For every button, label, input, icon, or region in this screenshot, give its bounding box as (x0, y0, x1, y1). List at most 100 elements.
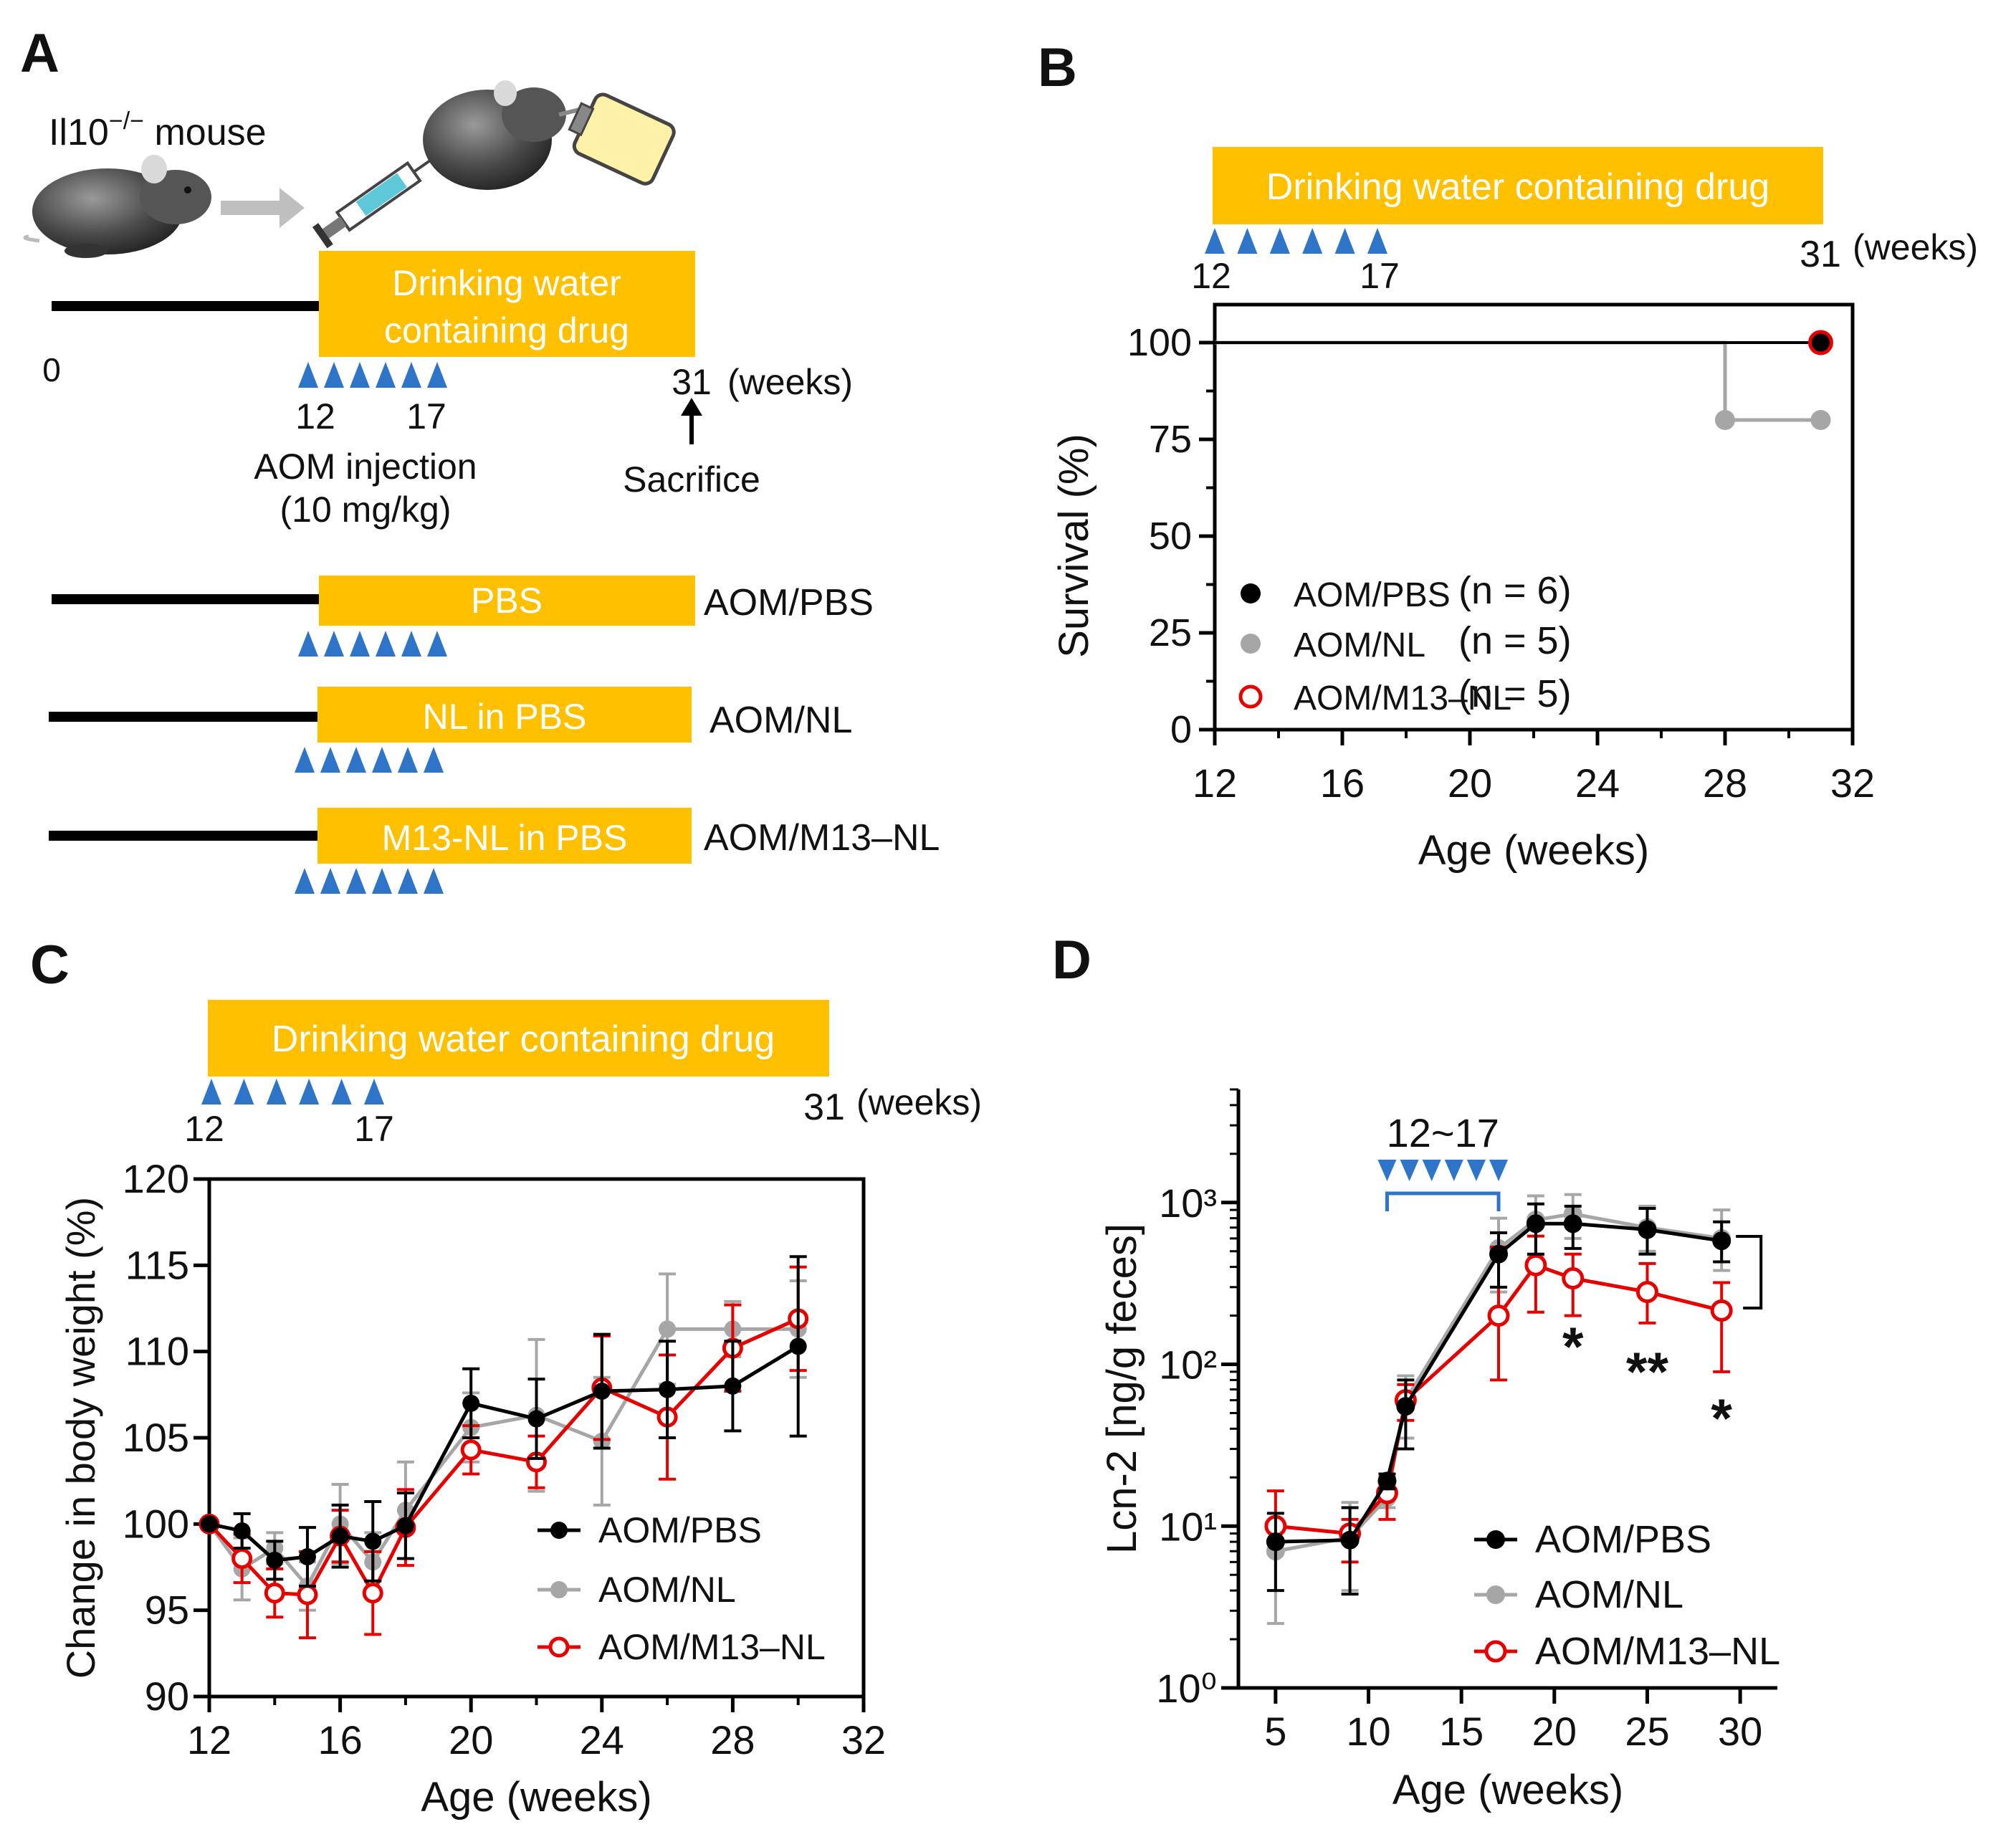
data-point (1396, 1397, 1415, 1416)
data-point (593, 1383, 611, 1401)
injection-triangle-icon (1377, 1160, 1397, 1181)
timeline-final-b: 31 (1800, 234, 1841, 275)
group-box-pbs (319, 576, 695, 626)
panel-label-a: A (20, 23, 59, 84)
panel-d: D 10⁰ 10¹ 10² 10³ 5 10 15 20 25 30 Age (weeks) Lcn-… (1052, 930, 1780, 1813)
tick-label: 32 (1830, 760, 1875, 806)
injection-triangle-icon (424, 747, 444, 773)
data-point (1238, 684, 1263, 709)
y-axis-title: Change in body weight (%) (58, 1197, 103, 1679)
tick-label: 24 (580, 1717, 624, 1762)
legend-label: AOM/NL (598, 1570, 736, 1610)
panel-a: A Il10−/− mouse (20, 23, 940, 894)
data-point (548, 1636, 570, 1658)
injection-triangle-icon (398, 868, 418, 894)
x-axis-title: Age (weeks) (1418, 827, 1649, 874)
tick-label: 16 (1320, 760, 1365, 806)
injection-triangle-icon (372, 868, 392, 894)
tick-label: 28 (710, 1717, 755, 1762)
tick-label: 100 (1127, 321, 1192, 364)
x-axis-title: Age (weeks) (1392, 1767, 1623, 1813)
data-point (362, 1583, 383, 1604)
tick-label: 20 (1532, 1709, 1577, 1754)
tick-label: 0 (1170, 708, 1192, 751)
tick-label: 16 (317, 1717, 362, 1762)
data-point (462, 1394, 480, 1412)
legend-n: (n = 5) (1458, 672, 1572, 715)
injection-triangle-icon (427, 362, 447, 388)
timeline-drug-label-b: Drinking water containing drug (1266, 166, 1769, 208)
tick-label: 120 (123, 1156, 189, 1201)
tick-label: 115 (125, 1242, 189, 1287)
plot-d: 10⁰ 10¹ 10² 10³ 5 10 15 20 25 30 Age (weeks) Lcn-2 … (1099, 1088, 1780, 1813)
tick-label: 12 (187, 1717, 231, 1762)
tick-label: 10² (1159, 1342, 1217, 1388)
plot-b: 0 25 50 75 100 16 20 24 28 32 Age (weeks) Survival … (1051, 302, 1875, 874)
survival-line-nl (1215, 340, 1821, 422)
injection-triangle-icon (1237, 228, 1258, 254)
tick-label: 32 (841, 1717, 886, 1762)
group-row-pbs: PBS AOM/PBS (52, 576, 874, 657)
panel-c: C Drinking water containing drug 12 17 3… (30, 935, 982, 1821)
data-point (1340, 1530, 1360, 1550)
legend-label: AOM/PBS (1535, 1518, 1711, 1561)
plot-frame (1213, 302, 1855, 732)
injection-markers-nl (295, 747, 444, 773)
timeline-unit-b: (weeks) (1853, 227, 1978, 267)
injection-triangle-icon (346, 747, 366, 773)
data-point (298, 1548, 316, 1566)
data-point (1715, 410, 1735, 430)
significance-star: * (1711, 1388, 1732, 1449)
data-point (233, 1522, 251, 1540)
tick-label: 5 (1264, 1709, 1286, 1754)
group-name: AOM/M13–NL (704, 817, 940, 859)
data-point (1484, 1640, 1507, 1663)
sacrifice-label: Sacrifice (623, 459, 760, 500)
tick-label: 28 (1703, 760, 1747, 806)
data-point (1241, 634, 1261, 654)
sacrifice-arrow-icon (681, 398, 702, 444)
data-point (264, 1583, 285, 1604)
drug-box-line2: containing drug (384, 310, 629, 350)
tick-label: 10⁰ (1156, 1666, 1217, 1711)
injection-triangle-icon (320, 868, 340, 894)
tick-label: 50 (1149, 515, 1192, 558)
tick-label: 10 (1346, 1709, 1390, 1754)
data-point (527, 1410, 545, 1428)
legend-n: (n = 5) (1458, 619, 1572, 662)
injection-triangle-icon (401, 362, 421, 388)
legend-label: AOM/M13–NL (598, 1627, 826, 1667)
drug-box-line1: Drinking water (392, 263, 621, 303)
legend-label: AOM/M13–NL (1294, 679, 1511, 717)
progression-arrow-icon (221, 188, 305, 228)
tick-label-17: 17 (406, 396, 446, 436)
injection-triangle-icon (324, 362, 344, 388)
data-point (1563, 1214, 1582, 1234)
group-row-nl: NL in PBS AOM/NL (49, 687, 852, 773)
significance-star: * (1562, 1317, 1584, 1378)
tick-label-12: 12 (295, 396, 335, 436)
injection-triangle-icon (298, 362, 318, 388)
injection-triangle-icon (266, 1079, 287, 1104)
injection-triangle-icon (1367, 228, 1387, 254)
data-point (460, 1439, 482, 1461)
data-point (331, 1527, 349, 1545)
tick-label: 90 (145, 1674, 189, 1719)
weeks-label-a: (weeks) (727, 362, 853, 402)
data-point (1712, 1231, 1731, 1251)
tick-label: 100 (123, 1501, 189, 1546)
tick-label: 25 (1149, 611, 1192, 654)
timeline-start-b: 12 (1191, 256, 1231, 296)
tick-label: 20 (1448, 760, 1492, 806)
injection-triangle-icon (320, 747, 340, 773)
plot-c: 90 95 100 105 110 115 120 12 16 20 24 28 32 Age (week… (58, 1156, 886, 1821)
timeline-end-c: 17 (354, 1109, 394, 1149)
injection-triangle-icon (295, 868, 315, 894)
data-point (396, 1517, 414, 1535)
mouse-drinking-illustration (423, 80, 676, 190)
data-point (1635, 1281, 1658, 1304)
injection-triangle-icon (1205, 228, 1225, 254)
syringe-icon (312, 145, 450, 249)
injection-triangle-icon (401, 631, 421, 657)
data-point (201, 1515, 218, 1533)
